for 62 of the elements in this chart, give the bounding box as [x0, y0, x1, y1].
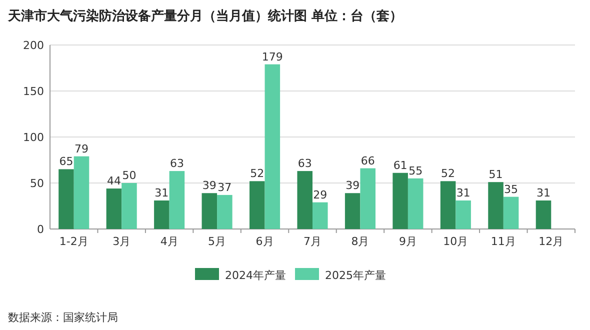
data-label: 61 — [393, 158, 408, 172]
x-tick-label: 11月 — [490, 235, 516, 248]
data-label: 52 — [441, 167, 456, 180]
bar — [440, 181, 456, 229]
bar — [392, 172, 408, 229]
bar — [250, 181, 265, 229]
x-tick-label: 3月 — [112, 235, 131, 248]
x-tick-label: 10月 — [443, 235, 468, 248]
data-label: 39 — [202, 179, 216, 192]
data-label: 66 — [360, 154, 375, 168]
y-tick-label: 150 — [23, 85, 44, 98]
y-tick-label: 50 — [30, 177, 44, 190]
y-tick-label: 100 — [23, 131, 44, 144]
data-label: 52 — [250, 167, 264, 180]
bar — [122, 183, 137, 229]
chart-title: 天津市大气污染防治设备产量分月（当月值）统计图 单位：台（套） — [7, 8, 403, 24]
bar — [312, 202, 328, 229]
bar — [536, 200, 552, 229]
x-tick-label: 6月 — [256, 235, 274, 248]
x-tick-label: 4月 — [160, 235, 178, 248]
data-label: 29 — [313, 188, 328, 202]
data-label: 35 — [504, 182, 518, 196]
data-label: 65 — [59, 155, 74, 168]
legend-label: 2024年产量 — [225, 269, 286, 282]
data-label: 63 — [170, 157, 184, 170]
y-tick-label: 200 — [23, 39, 44, 52]
data-label: 50 — [122, 169, 136, 182]
x-tick-label: 5月 — [208, 235, 226, 248]
data-label: 55 — [408, 164, 423, 178]
bar — [217, 194, 232, 229]
data-label: 44 — [106, 174, 121, 188]
data-label: 39 — [346, 179, 360, 192]
bar — [169, 171, 185, 229]
source-note: 数据来源：国家统计局 — [8, 311, 118, 324]
bar — [154, 200, 170, 229]
x-tick-label: 9月 — [398, 235, 417, 248]
bar — [344, 193, 360, 229]
x-tick-label: 8月 — [351, 235, 370, 248]
bar — [202, 193, 218, 229]
bar — [74, 156, 90, 229]
legend-label: 2025年产量 — [325, 269, 386, 282]
bar — [503, 196, 519, 229]
data-label: 31 — [154, 186, 169, 200]
data-label: 51 — [488, 168, 503, 182]
data-label: 179 — [262, 50, 283, 64]
bar — [58, 169, 74, 229]
data-label: 31 — [536, 186, 550, 200]
x-tick-label: 12月 — [538, 235, 564, 248]
x-tick-label: 1-2月 — [59, 235, 88, 248]
bar — [408, 178, 424, 229]
data-label: 63 — [298, 157, 312, 170]
x-tick-label: 7月 — [304, 235, 322, 248]
data-label: 37 — [218, 180, 232, 194]
data-label: 31 — [456, 186, 470, 200]
bar — [456, 200, 471, 229]
bar — [264, 64, 280, 229]
bar — [488, 182, 504, 229]
bar — [360, 168, 376, 229]
y-tick-label: 0 — [37, 223, 44, 236]
bar — [106, 188, 122, 229]
bar — [297, 171, 312, 229]
data-label: 79 — [74, 142, 88, 156]
